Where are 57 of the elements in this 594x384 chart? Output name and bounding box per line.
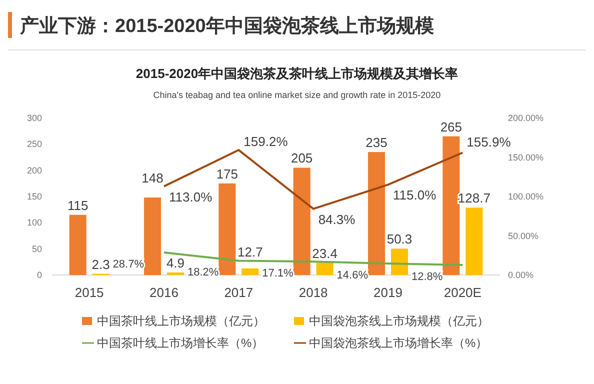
x-tick-label: 2019 <box>374 285 402 300</box>
legend-label: 中国袋泡茶线上市场增长率（%） <box>309 336 488 350</box>
bar <box>466 208 483 275</box>
data-label: 28.7% <box>112 258 144 270</box>
data-label: 148 <box>142 170 164 186</box>
x-tick-label: 2018 <box>298 285 328 300</box>
y-tick-label: 250 <box>26 139 42 150</box>
data-label: 235 <box>366 135 388 150</box>
bar <box>391 248 408 275</box>
data-label: 159.2% <box>244 134 288 150</box>
y-tick-label: 0 <box>36 270 42 280</box>
bar <box>69 214 86 275</box>
data-label: 2.3 <box>92 256 110 272</box>
bar <box>167 272 184 275</box>
x-tick-label: 2015 <box>74 285 104 300</box>
y-tick-label: 100 <box>26 218 42 228</box>
y-tick-label: 150 <box>26 192 42 202</box>
legend-label: 中国茶叶线上市场增长率（%） <box>97 336 264 350</box>
data-label: 14.6% <box>336 270 368 282</box>
bar <box>316 262 334 275</box>
chart-subtitle: China's teabag and tea online market size and growth rate in 2015-2020 <box>153 90 441 100</box>
data-label: 155.9% <box>466 134 512 150</box>
x-tick-label: 2017 <box>224 285 254 300</box>
chart-title: 2015-2020年中国袋泡茶及茶叶线上市场规模及其增长率 <box>136 66 458 81</box>
bar <box>242 268 259 275</box>
legend-label: 中国袋泡茶线上市场规模（亿元） <box>309 314 489 328</box>
data-label: 115.0% <box>393 188 437 203</box>
y2-tick-label: 200.00% <box>508 113 544 123</box>
data-label: 17.1% <box>262 268 294 280</box>
x-tick-label: 2016 <box>150 285 178 300</box>
bar <box>144 198 161 275</box>
data-label: 18.2% <box>187 266 219 279</box>
data-label: 115 <box>67 198 88 213</box>
data-label: 113.0% <box>169 189 213 204</box>
data-label: 84.3% <box>318 212 356 227</box>
y2-tick-label: 0.00% <box>508 270 534 280</box>
text: 产业下游：2015-2020年中国袋泡茶线上市场规模 <box>19 15 434 37</box>
data-label: 23.4 <box>312 246 338 261</box>
y-tick-label: 50 <box>32 244 42 254</box>
y-tick-label: 200 <box>26 165 42 176</box>
bar <box>293 168 310 275</box>
data-label: 205 <box>290 150 313 166</box>
data-label: 50.3 <box>386 232 412 247</box>
y-tick-label: 300 <box>26 113 42 123</box>
y2-tick-label: 150.00% <box>508 152 544 162</box>
y2-tick-label: 50.00% <box>508 230 539 241</box>
data-label: 265 <box>440 119 462 134</box>
data-label: 4.9 <box>166 255 185 270</box>
data-label: 175 <box>216 166 238 182</box>
bar <box>218 183 236 275</box>
bar <box>368 152 385 275</box>
data-label: 12.8% <box>411 270 443 283</box>
data-label: 12.7 <box>238 244 263 260</box>
x-tick-label: 2020E <box>444 285 482 300</box>
bar <box>442 136 460 275</box>
y2-tick-label: 100.00% <box>508 192 544 202</box>
legend-label: 中国茶叶线上市场规模（亿元） <box>97 314 265 328</box>
